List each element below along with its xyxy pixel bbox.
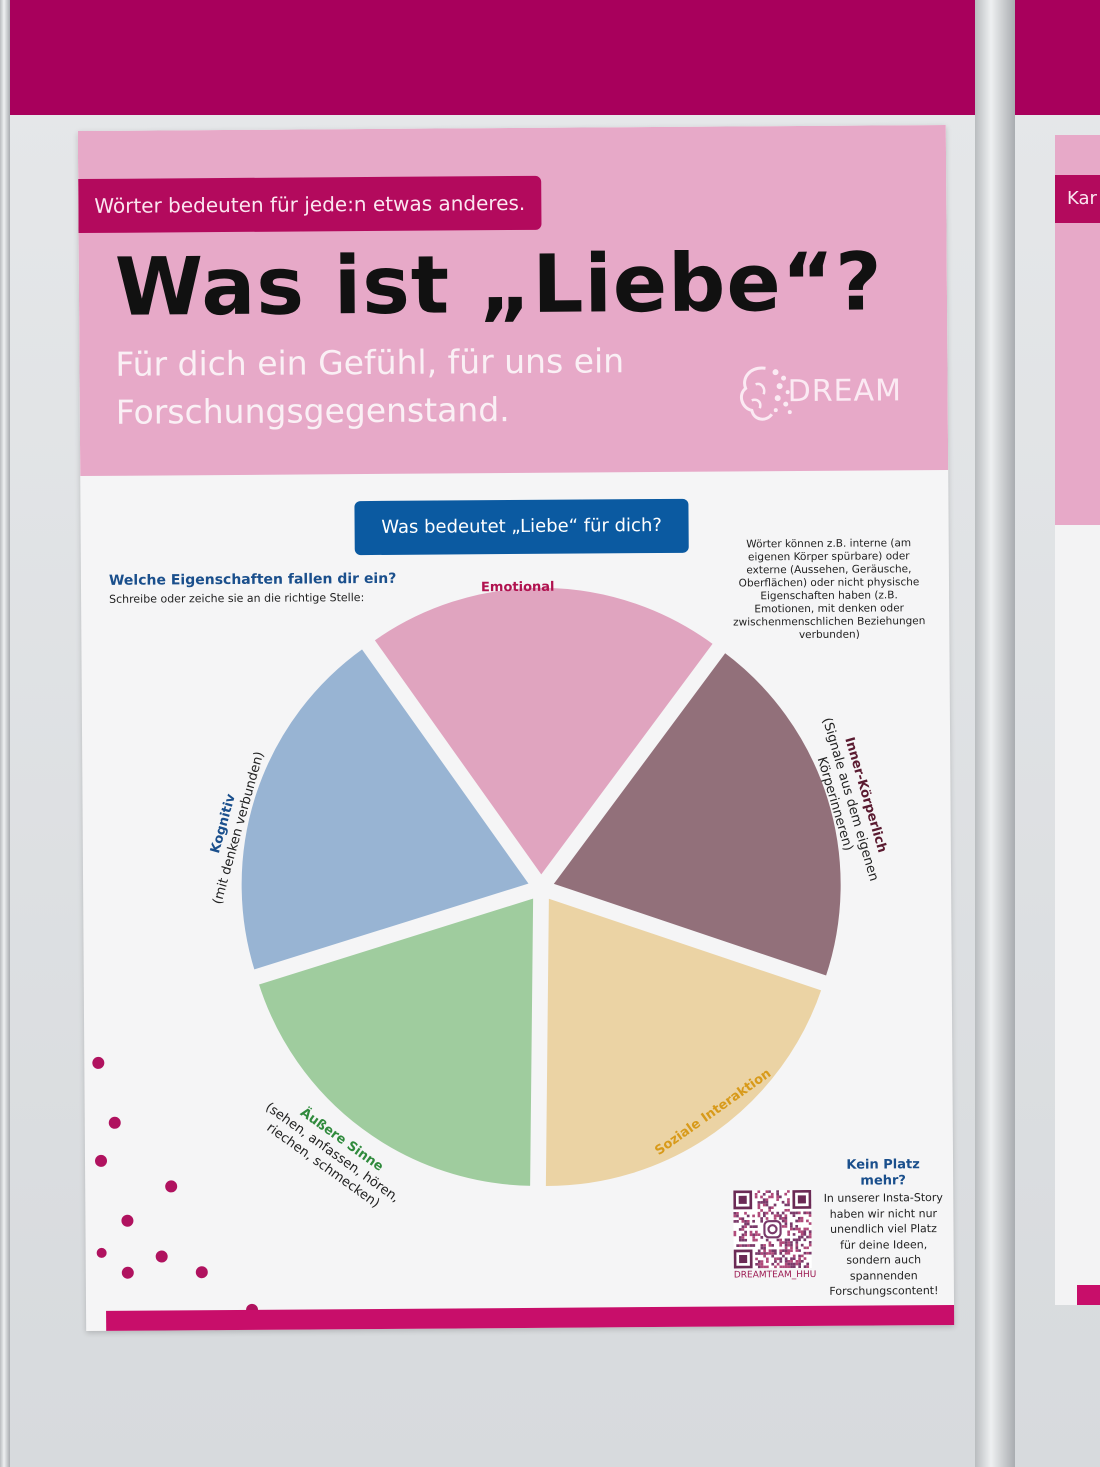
board-frame-post [975, 0, 1015, 1467]
segment-kognitiv [237, 643, 535, 975]
kein-platz-text: In unserer Insta-Story haben wir nicht n… [823, 1191, 943, 1298]
top-magenta-banner [10, 0, 975, 115]
neighbor-poster: Kar [1055, 135, 1100, 1305]
dream-logo: DREAM [735, 353, 906, 434]
segment-emotional [369, 583, 719, 882]
instagram-handle: DREAMTEAM_HHU [733, 1269, 817, 1281]
segment-aeussere-sinne [254, 893, 538, 1190]
decorative-dots [92, 1056, 259, 1332]
board-frame-edge [0, 0, 10, 1467]
brain-icon [739, 366, 792, 421]
top-magenta-banner-right [1015, 0, 1100, 115]
poster: Wörter bedeuten für jede:n etwas anderes… [77, 124, 955, 1332]
label-emotional: Emotional [480, 579, 555, 596]
kein-platz-box: Kein Platz mehr? In unserer Insta-Story … [823, 1157, 944, 1299]
kein-platz-title: Kein Platz mehr? [846, 1157, 920, 1189]
qr-code-icon [733, 1189, 812, 1269]
segment-inner-koerperlich [547, 647, 845, 981]
five-part-wheel [237, 583, 845, 1190]
segment-soziale-interaktion [541, 893, 827, 1190]
neighbor-tagline: Kar [1055, 175, 1100, 223]
